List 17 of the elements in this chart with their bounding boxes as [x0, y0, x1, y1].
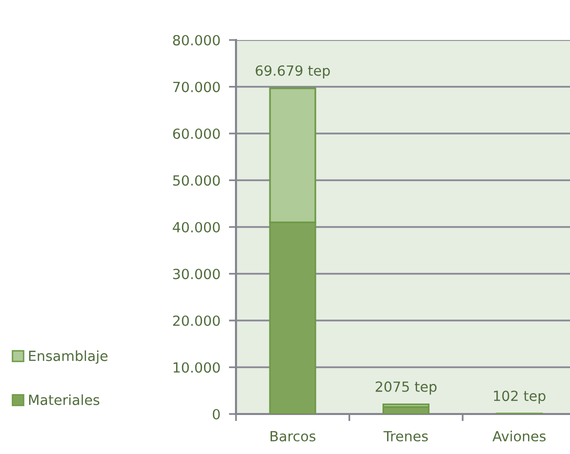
y-tick-label: 60.000 — [173, 128, 220, 139]
legend-label: Materiales — [29, 394, 100, 406]
y-tick-label: 30.000 — [173, 268, 220, 280]
y-tick-label: 40.000 — [172, 222, 220, 232]
total-label: 2075 tep — [376, 381, 437, 395]
y-tick-label: 70.000 — [173, 82, 220, 92]
total-label: 69.679 tep — [256, 65, 330, 79]
x-tick-label: Aviones — [492, 430, 546, 442]
legend-label: Ensamblaje — [29, 350, 108, 364]
x-tick-label: Trenes — [383, 431, 428, 442]
y-tick-label: 20.000 — [173, 315, 220, 326]
y-tick-label: 10.000 — [174, 362, 220, 373]
y-tick-label: 0 — [212, 408, 220, 420]
y-tick-label: 50.000 — [173, 175, 220, 186]
total-label: 102 tep — [494, 390, 546, 404]
y-tick-label: 80.000 — [173, 34, 220, 46]
x-tick-label: Barcos — [270, 431, 316, 442]
